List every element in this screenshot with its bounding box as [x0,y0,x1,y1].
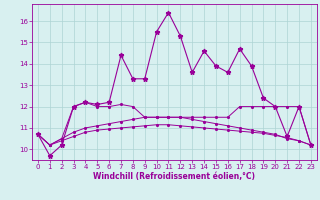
X-axis label: Windchill (Refroidissement éolien,°C): Windchill (Refroidissement éolien,°C) [93,172,255,181]
